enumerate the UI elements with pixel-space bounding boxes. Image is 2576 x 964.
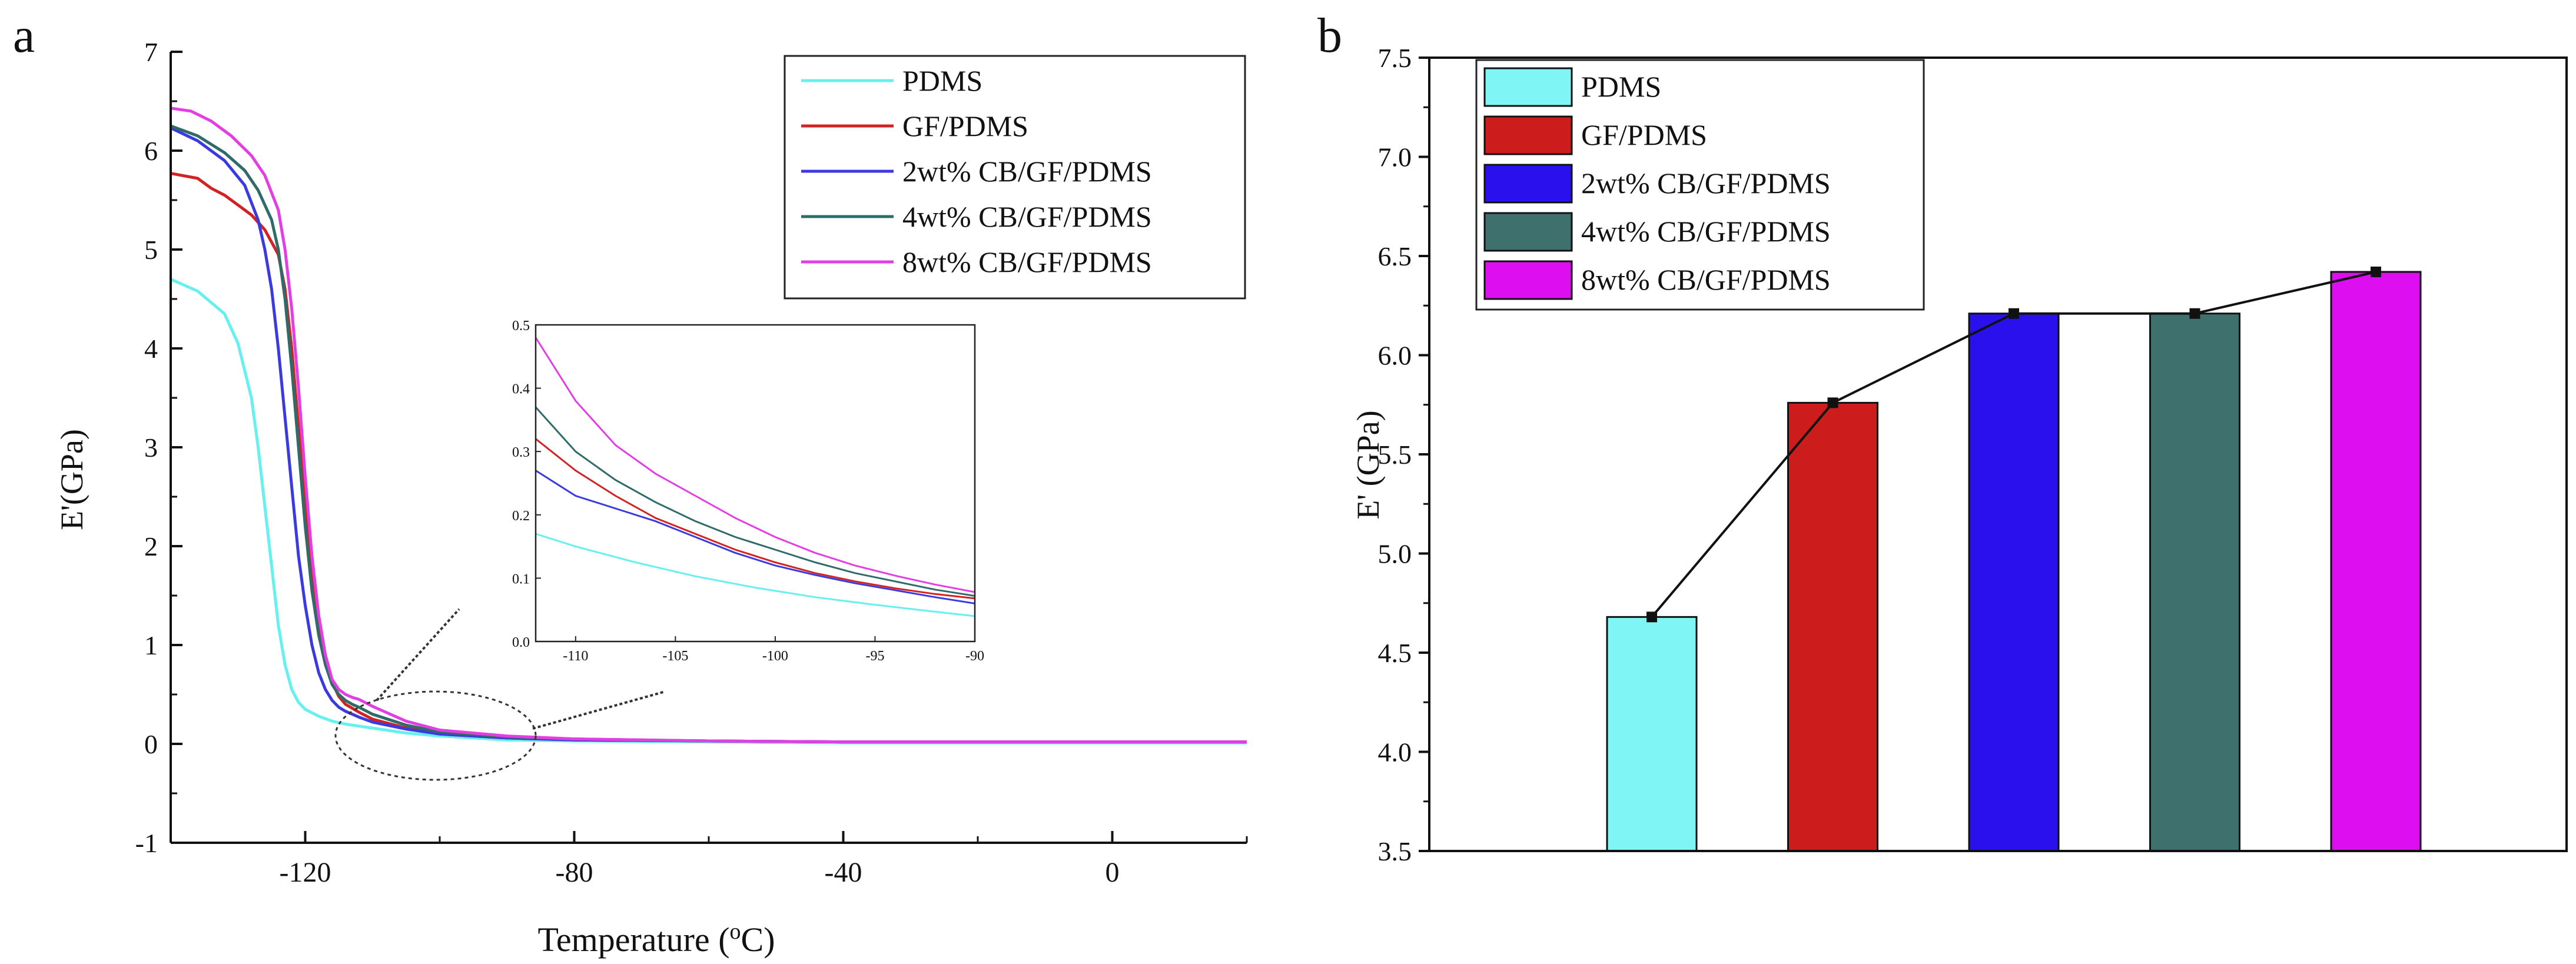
panel-a-y-tick-label: 5 bbox=[144, 235, 158, 265]
bar-8wt-cb-gf-pdms bbox=[2330, 271, 2422, 852]
trend-point-2wt-cb-gf-pdms bbox=[2009, 308, 2019, 319]
inset-leader-line-left bbox=[376, 608, 460, 702]
panel-b-legend-label-pdms: PDMS bbox=[1581, 70, 1661, 103]
x-label-text: Temperature bbox=[537, 920, 709, 959]
inset-y-tick-label: 0.5 bbox=[512, 318, 530, 334]
panel-b-bars bbox=[1606, 271, 2422, 852]
trend-point-4wt-cb-gf-pdms bbox=[2189, 308, 2200, 319]
panel-a-letter: a bbox=[13, 8, 35, 63]
inset-y-tick-label: 0.4 bbox=[512, 382, 530, 397]
inset-x-tick-label: -90 bbox=[965, 649, 984, 664]
inset-line-gf-pdms bbox=[535, 438, 975, 600]
inset-line-2wt-cb-gf-pdms bbox=[535, 470, 975, 604]
inset-x-tick-label: -105 bbox=[662, 649, 688, 664]
panel-a-y-tick-label: 2 bbox=[144, 531, 158, 561]
panel-a-x-tick-label: -80 bbox=[556, 857, 593, 888]
panel-a-y-tick-label: 3 bbox=[144, 433, 158, 463]
inset-y-tick-label: 0.0 bbox=[512, 635, 530, 650]
panel-a-x-axis: -120 -80 -40 0 bbox=[170, 831, 1248, 888]
panel-a-legend-label-2wt-cb-gf-pdms: 2wt% CB/GF/PDMS bbox=[902, 155, 1152, 188]
panel-a-legend-label-gf-pdms: GF/PDMS bbox=[902, 109, 1028, 142]
inset-x-tick-label: -100 bbox=[762, 649, 788, 664]
panel-a-y-tick-label: 0 bbox=[144, 729, 158, 759]
panel-b-y-tick-label: 7.0 bbox=[1378, 142, 1412, 172]
panel-a-legend-box bbox=[784, 55, 1246, 300]
x-label-unit-close: ) bbox=[763, 920, 775, 959]
panel-b-legend-swatch-4wt-cb-gf-pdms bbox=[1483, 212, 1573, 252]
panel-a-x-tick-label: -40 bbox=[825, 857, 862, 888]
panel-a-legend-label-4wt-cb-gf-pdms: 4wt% CB/GF/PDMS bbox=[902, 200, 1152, 233]
panel-a-y-tick-label: 1 bbox=[144, 630, 158, 660]
panel-b-y-tick-label: 5.5 bbox=[1378, 440, 1412, 470]
panel-b-legend: PDMS GF/PDMS 2wt% CB/GF/PDMS 4wt% CB/GF/PDM… bbox=[1475, 59, 1925, 311]
panel-a-x-axis-label: Temperature (oC) bbox=[537, 919, 775, 959]
inset-leader-line-right bbox=[532, 690, 666, 730]
panel-b-legend-label-2wt-cb-gf-pdms: 2wt% CB/GF/PDMS bbox=[1581, 167, 1831, 200]
panel-b-y-tick-label: 6.0 bbox=[1378, 341, 1412, 371]
panel-b-y-tick-label: 4.0 bbox=[1378, 737, 1412, 767]
panel-a-legend: PDMS GF/PDMS 2wt% CB/GF/PDMS 4wt% CB/GF/PDM… bbox=[784, 55, 1246, 300]
panel-b-legend-swatch-gf-pdms bbox=[1483, 115, 1573, 155]
inset-line-4wt-cb-gf-pdms bbox=[535, 406, 975, 597]
x-label-unit: C bbox=[741, 920, 764, 959]
trend-point-gf-pdms bbox=[1827, 397, 1838, 408]
panel-b-legend-label-gf-pdms: GF/PDMS bbox=[1581, 118, 1707, 151]
panel-b-y-tick-label: 6.5 bbox=[1378, 241, 1412, 271]
zoom-ellipse bbox=[334, 690, 537, 781]
inset-x-tick-label: -95 bbox=[865, 649, 884, 664]
panel-a-line-chart: a 0.00.10.20.30.40.5-110 -105 -100 -95 -90 -… bbox=[13, 8, 1248, 959]
trend-point-pdms bbox=[1646, 611, 1657, 623]
panel-b-y-tick-label: 5.0 bbox=[1378, 539, 1412, 569]
trend-point-8wt-cb-gf-pdms bbox=[2371, 266, 2381, 277]
panel-a-y-axis-label: E'(GPa) bbox=[54, 429, 89, 530]
panel-a-series-lines bbox=[170, 107, 1247, 744]
series-line-8wt-cb-gf-pdms bbox=[170, 107, 1247, 744]
panel-a-y-tick-label: 4 bbox=[144, 334, 158, 364]
inset-plot: 0.0 0.1 0.2 0.3 0.4 0.5 -110 -105 -100 -95 -90 bbox=[512, 318, 984, 664]
panel-b-legend-swatch-2wt-cb-gf-pdms bbox=[1483, 164, 1573, 204]
panel-b-y-tick-label: 4.5 bbox=[1378, 638, 1412, 668]
panel-b-y-tick-label: 3.5 bbox=[1378, 836, 1412, 866]
inset-background bbox=[536, 325, 975, 641]
panel-b-legend-swatch-pdms bbox=[1483, 67, 1573, 107]
bar-2wt-cb-gf-pdms bbox=[1968, 313, 2060, 852]
panel-a-x-tick-label: 0 bbox=[1106, 857, 1120, 888]
inset-line-pdms bbox=[535, 533, 975, 617]
panel-a-legend-label-8wt-cb-gf-pdms: 8wt% CB/GF/PDMS bbox=[902, 245, 1152, 278]
x-label-degree: o bbox=[730, 919, 741, 944]
bar-gf-pdms bbox=[1787, 401, 1878, 852]
inset-frame bbox=[535, 324, 976, 643]
panel-b-bar-chart: b 3.5 4.0 4.5 5.0 5.5 6.0 6.5 7.0 7.5 E' (GPa) P… bbox=[1317, 8, 2568, 866]
panel-a-legend-label-pdms: PDMS bbox=[902, 64, 982, 97]
panel-b-legend-swatch-8wt-cb-gf-pdms bbox=[1483, 260, 1573, 300]
inset-y-tick-label: 0.1 bbox=[512, 571, 530, 587]
zoom-region-ellipse bbox=[334, 608, 666, 781]
inset-line-8wt-cb-gf-pdms bbox=[535, 337, 975, 593]
panel-a-y-tick-label: -1 bbox=[135, 828, 158, 858]
panel-a-y-tick-label: 6 bbox=[144, 136, 158, 166]
panel-b-y-axis-label: E' (GPa) bbox=[1350, 410, 1386, 519]
panel-b-legend-label-4wt-cb-gf-pdms: 4wt% CB/GF/PDMS bbox=[1581, 215, 1831, 248]
panel-b-y-axis: 3.5 4.0 4.5 5.0 5.5 6.0 6.5 7.0 7.5 bbox=[1378, 43, 1429, 866]
panel-a-y-tick-label: 7 bbox=[144, 37, 158, 67]
x-label-unit-open: ( bbox=[710, 920, 730, 959]
bar-pdms bbox=[1606, 616, 1698, 852]
inset-x-tick-label: -110 bbox=[563, 649, 588, 664]
panel-b-y-tick-label: 7.5 bbox=[1378, 43, 1412, 73]
panel-b-letter: b bbox=[1317, 8, 1342, 63]
bar-4wt-cb-gf-pdms bbox=[2149, 313, 2240, 852]
inset-y-tick-label: 0.3 bbox=[512, 445, 530, 460]
panel-a-y-axis: -1 0 1 2 3 4 5 6 7 bbox=[135, 37, 182, 858]
inset-y-tick-label: 0.2 bbox=[512, 508, 530, 524]
panel-b-legend-label-8wt-cb-gf-pdms: 8wt% CB/GF/PDMS bbox=[1581, 263, 1831, 296]
panel-a-x-tick-label: -120 bbox=[280, 857, 331, 888]
panel-b-trend-line bbox=[1646, 266, 2381, 623]
